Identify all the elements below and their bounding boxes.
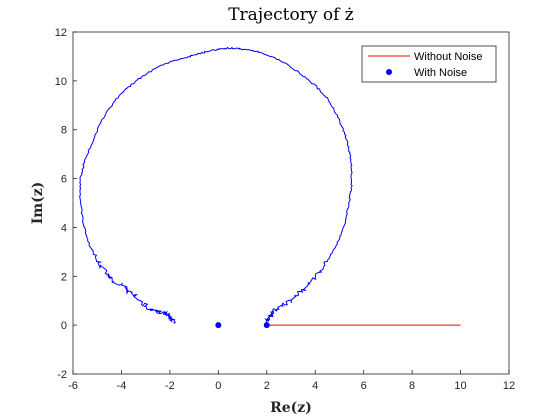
legend-box — [361, 45, 497, 83]
y-tick-label: 0 — [61, 320, 67, 332]
x-tick-label: -4 — [117, 380, 127, 392]
legend-label-with-noise: With Noise — [414, 67, 467, 79]
axes-box — [72, 31, 510, 375]
series-marker — [263, 322, 270, 329]
y-tick-label: 6 — [61, 174, 67, 186]
x-tick-label: 4 — [312, 380, 318, 392]
x-tick-label: 12 — [503, 380, 515, 392]
chart-title: Trajectory of ż — [228, 5, 354, 25]
series-marker — [215, 322, 222, 329]
x-tick-label: -6 — [68, 380, 78, 392]
x-tick-label: 8 — [409, 380, 415, 392]
x-tick-label: 10 — [454, 380, 466, 392]
x-tick-label: 2 — [264, 380, 270, 392]
plot-area — [73, 32, 509, 374]
legend: Without Noise With Noise — [361, 45, 497, 83]
y-tick-label: 4 — [61, 222, 67, 234]
x-axis: -6 -4 -2 0 2 4 6 8 10 12 — [68, 370, 515, 392]
x-tick-label: 6 — [361, 380, 367, 392]
y-axis-title: Im(z) — [30, 182, 46, 225]
y-axis: -2 0 2 4 6 8 10 12 — [55, 27, 77, 381]
x-tick-label: 0 — [215, 380, 221, 392]
y-tick-label: 10 — [55, 76, 67, 88]
x-tick-label: -2 — [165, 380, 175, 392]
y-tick-label: 8 — [61, 125, 67, 137]
series-layer — [79, 46, 461, 329]
series-line-with-noise — [79, 46, 353, 324]
legend-label-without-noise: Without Noise — [414, 51, 482, 63]
y-tick-label: 2 — [61, 271, 67, 283]
x-axis-title: Re(z) — [270, 400, 312, 416]
y-tick-label: -2 — [57, 369, 67, 381]
legend-swatch-with-noise — [386, 69, 392, 75]
y-tick-label: 12 — [55, 27, 67, 39]
